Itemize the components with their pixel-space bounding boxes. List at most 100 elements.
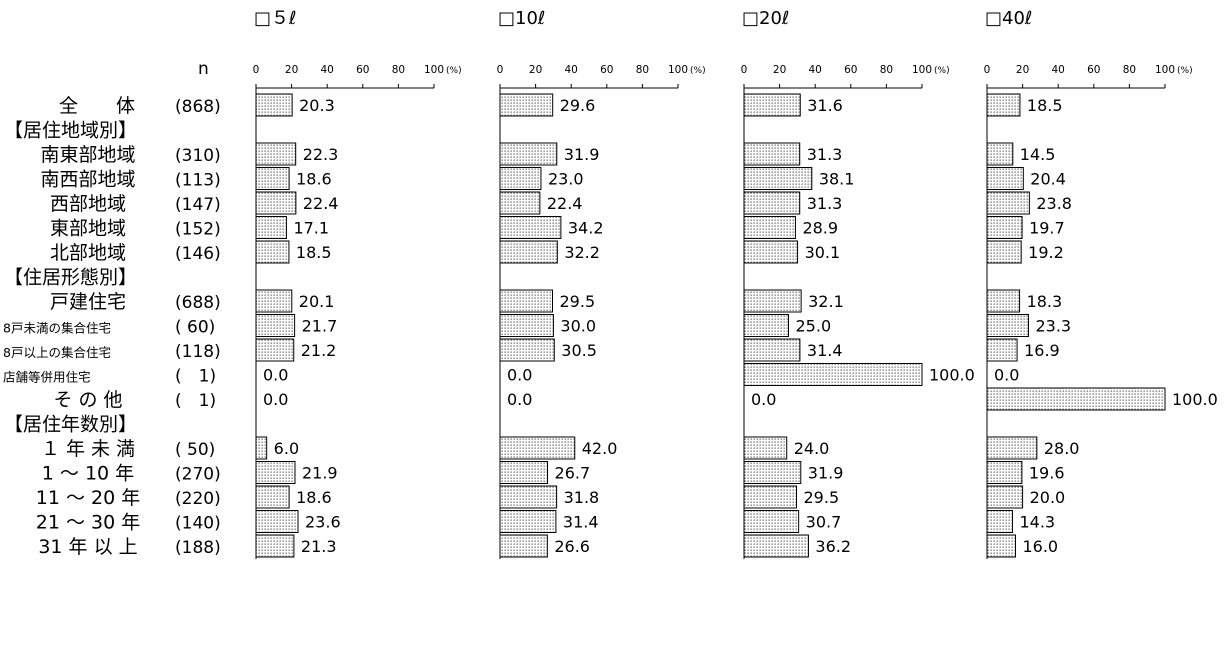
row-label: 8戸以上の集合住宅 <box>3 345 111 360</box>
n-column-header: n <box>198 59 209 79</box>
row-label: 店舗等併用住宅 <box>3 370 91 385</box>
tick-label: 80 <box>880 64 893 76</box>
sample-size-label: (147) <box>175 195 221 215</box>
bar <box>986 461 1023 484</box>
bar <box>255 93 293 117</box>
sample-size-label: (310) <box>175 146 221 166</box>
bar-value-label: 0.0 <box>994 366 1019 385</box>
tick-label: 40 <box>1052 64 1065 76</box>
tick-label: 100 <box>912 64 932 76</box>
bar <box>743 142 801 166</box>
bar-value-label: 0.0 <box>507 390 532 409</box>
bar-value-label: 23.0 <box>548 170 584 189</box>
bar-value-label: 30.1 <box>805 243 841 262</box>
tick-label: 60 <box>600 64 613 76</box>
panel-1: □10ℓ 0 20 40 60 80 100 (%) 29.6 31.9 23.0 22.4 34.2 3… <box>497 8 706 559</box>
sample-size-label: (113) <box>175 171 221 191</box>
row-label: 21 ～ 30 年 <box>36 512 140 534</box>
bar-value-label: 21.2 <box>301 341 337 360</box>
tick-label: 80 <box>636 64 649 76</box>
bar-value-label: 16.9 <box>1024 341 1060 360</box>
bar-value-label: 28.9 <box>802 219 838 238</box>
row-label: 戸建住宅 <box>50 291 126 313</box>
bar-value-label: 21.3 <box>301 537 337 556</box>
bar-value-label: 38.1 <box>819 170 855 189</box>
sample-size-label: (868) <box>175 97 221 117</box>
bar <box>255 191 297 215</box>
bar-value-label: 26.6 <box>554 537 590 556</box>
panel-0: □５ℓ 0 20 40 60 80 100 (%) 20.3 22.3 18.6 22.4 17.1 18… <box>253 8 462 559</box>
tick-label: 60 <box>1087 64 1100 76</box>
bar <box>499 142 558 166</box>
bar <box>986 142 1014 166</box>
bar-value-label: 30.0 <box>560 317 596 336</box>
bar <box>499 191 541 215</box>
bar-value-label: 36.2 <box>815 537 851 556</box>
sample-size-label: (152) <box>175 220 221 240</box>
bar-value-label: 6.0 <box>274 439 299 458</box>
bar <box>499 510 557 533</box>
sample-size-label: (688) <box>175 293 221 313</box>
bar-value-label: 18.3 <box>1027 292 1063 311</box>
bar-value-label: 32.1 <box>808 292 844 311</box>
bar <box>743 93 801 117</box>
row-label: 南東部地域 <box>40 144 135 166</box>
sample-size-label: (270) <box>175 465 221 485</box>
bar-value-label: 14.5 <box>1020 145 1056 164</box>
bar-value-label: 0.0 <box>263 366 288 385</box>
series-title: □20ℓ <box>742 8 789 29</box>
bar <box>743 216 796 239</box>
bar <box>986 289 1021 313</box>
bar-value-label: 18.6 <box>296 488 332 507</box>
tick-label: 40 <box>809 64 822 76</box>
bar <box>255 289 293 313</box>
sample-size-label: (220) <box>175 489 221 509</box>
bar <box>499 216 562 239</box>
tick-label: 80 <box>392 64 405 76</box>
row-group-header: 【住居形態別】 <box>4 267 137 289</box>
bar <box>986 191 1030 215</box>
bar-value-label: 31.3 <box>807 194 843 213</box>
bar <box>743 534 809 558</box>
bar-value-label: 28.0 <box>1044 439 1080 458</box>
bar-value-label: 29.5 <box>804 488 840 507</box>
bar <box>743 240 799 264</box>
tick-label: 80 <box>1123 64 1136 76</box>
row-label: １ 年 未 満 <box>41 438 135 460</box>
bar <box>743 436 788 460</box>
tick-label: 0 <box>253 64 260 76</box>
row-label: 1 ～ 10 年 <box>42 463 134 485</box>
bar-value-label: 14.3 <box>1019 513 1055 532</box>
bar <box>499 485 558 509</box>
axis-unit-label: (%) <box>934 66 950 76</box>
sample-size-label: ( 50) <box>175 440 215 460</box>
bar <box>986 216 1023 239</box>
bar <box>499 240 558 264</box>
bar <box>743 167 813 190</box>
sample-size-label: ( 1) <box>175 367 216 387</box>
tick-label: 20 <box>285 64 298 76</box>
bar-value-label: 18.5 <box>296 243 332 262</box>
bar <box>743 363 923 386</box>
bar <box>986 240 1022 264</box>
bar-value-label: 29.6 <box>560 96 596 115</box>
tick-label: 0 <box>741 64 748 76</box>
row-label: 南西部地域 <box>40 169 135 191</box>
bar-value-label: 31.9 <box>808 464 844 483</box>
bar <box>986 314 1029 337</box>
bar-value-label: 25.0 <box>796 317 832 336</box>
bar-value-label: 20.4 <box>1030 170 1066 189</box>
bar-value-label: 0.0 <box>507 366 532 385</box>
bar-value-label: 26.7 <box>555 464 591 483</box>
bar <box>255 436 268 460</box>
bar <box>743 338 801 362</box>
bar-value-label: 20.3 <box>299 96 335 115</box>
bar-value-label: 31.9 <box>564 145 600 164</box>
bar <box>986 485 1024 509</box>
tick-label: 60 <box>356 64 369 76</box>
bar <box>255 534 295 558</box>
bar-value-label: 23.3 <box>1035 317 1071 336</box>
bar-value-label: 0.0 <box>751 390 776 409</box>
row-label: 31 年 以 上 <box>38 536 137 558</box>
panel-3: □40ℓ 0 20 40 60 80 100 (%) 18.5 14.5 20.4 23.8 19.7 1… <box>984 8 1218 559</box>
